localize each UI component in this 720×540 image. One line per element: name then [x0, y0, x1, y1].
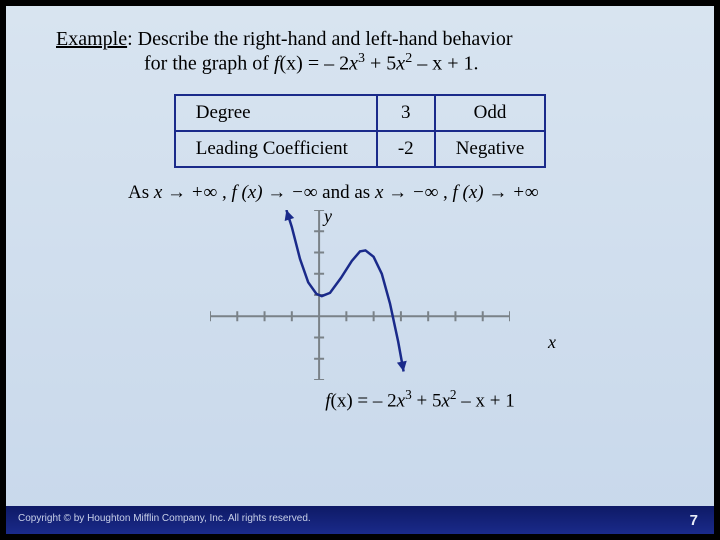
page-number: 7 [690, 512, 698, 529]
cell-degree-label: Degree [175, 95, 377, 131]
y-axis-label: y [324, 206, 332, 227]
end-behavior-text: As x → +∞ , f (x) → −∞ and as x → −∞ , f… [56, 182, 664, 204]
footer-bar: Copyright © by Houghton Mifflin Company,… [6, 506, 714, 534]
table-row: Degree 3 Odd [175, 95, 546, 131]
cell-lc-sign: Negative [435, 131, 546, 167]
x-axis-label: x [548, 332, 556, 353]
table-row: Leading Coefficient -2 Negative [175, 131, 546, 167]
cell-degree-value: 3 [377, 95, 435, 131]
cell-degree-parity: Odd [435, 95, 546, 131]
equation-below: f(x) = – 2x3 + 5x2 – x + 1 [56, 387, 664, 412]
cubic-graph [210, 210, 510, 380]
cell-lc-value: -2 [377, 131, 435, 167]
example-word: Example [56, 28, 127, 50]
copyright-text: Copyright © by Houghton Mifflin Company,… [18, 513, 311, 524]
cell-lc-label: Leading Coefficient [175, 131, 377, 167]
slide: Example: Describe the right-hand and lef… [6, 6, 714, 534]
example-heading: Example: Describe the right-hand and lef… [56, 28, 664, 76]
graph-area: y x f(x) = – 2x3 + 5x2 – x + 1 [56, 210, 664, 412]
properties-table: Degree 3 Odd Leading Coefficient -2 Nega… [174, 94, 547, 168]
